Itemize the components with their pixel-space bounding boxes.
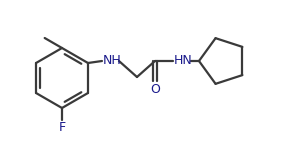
Text: O: O	[150, 83, 160, 96]
Text: NH: NH	[103, 54, 122, 68]
Text: F: F	[59, 121, 66, 134]
Text: HN: HN	[174, 54, 193, 68]
